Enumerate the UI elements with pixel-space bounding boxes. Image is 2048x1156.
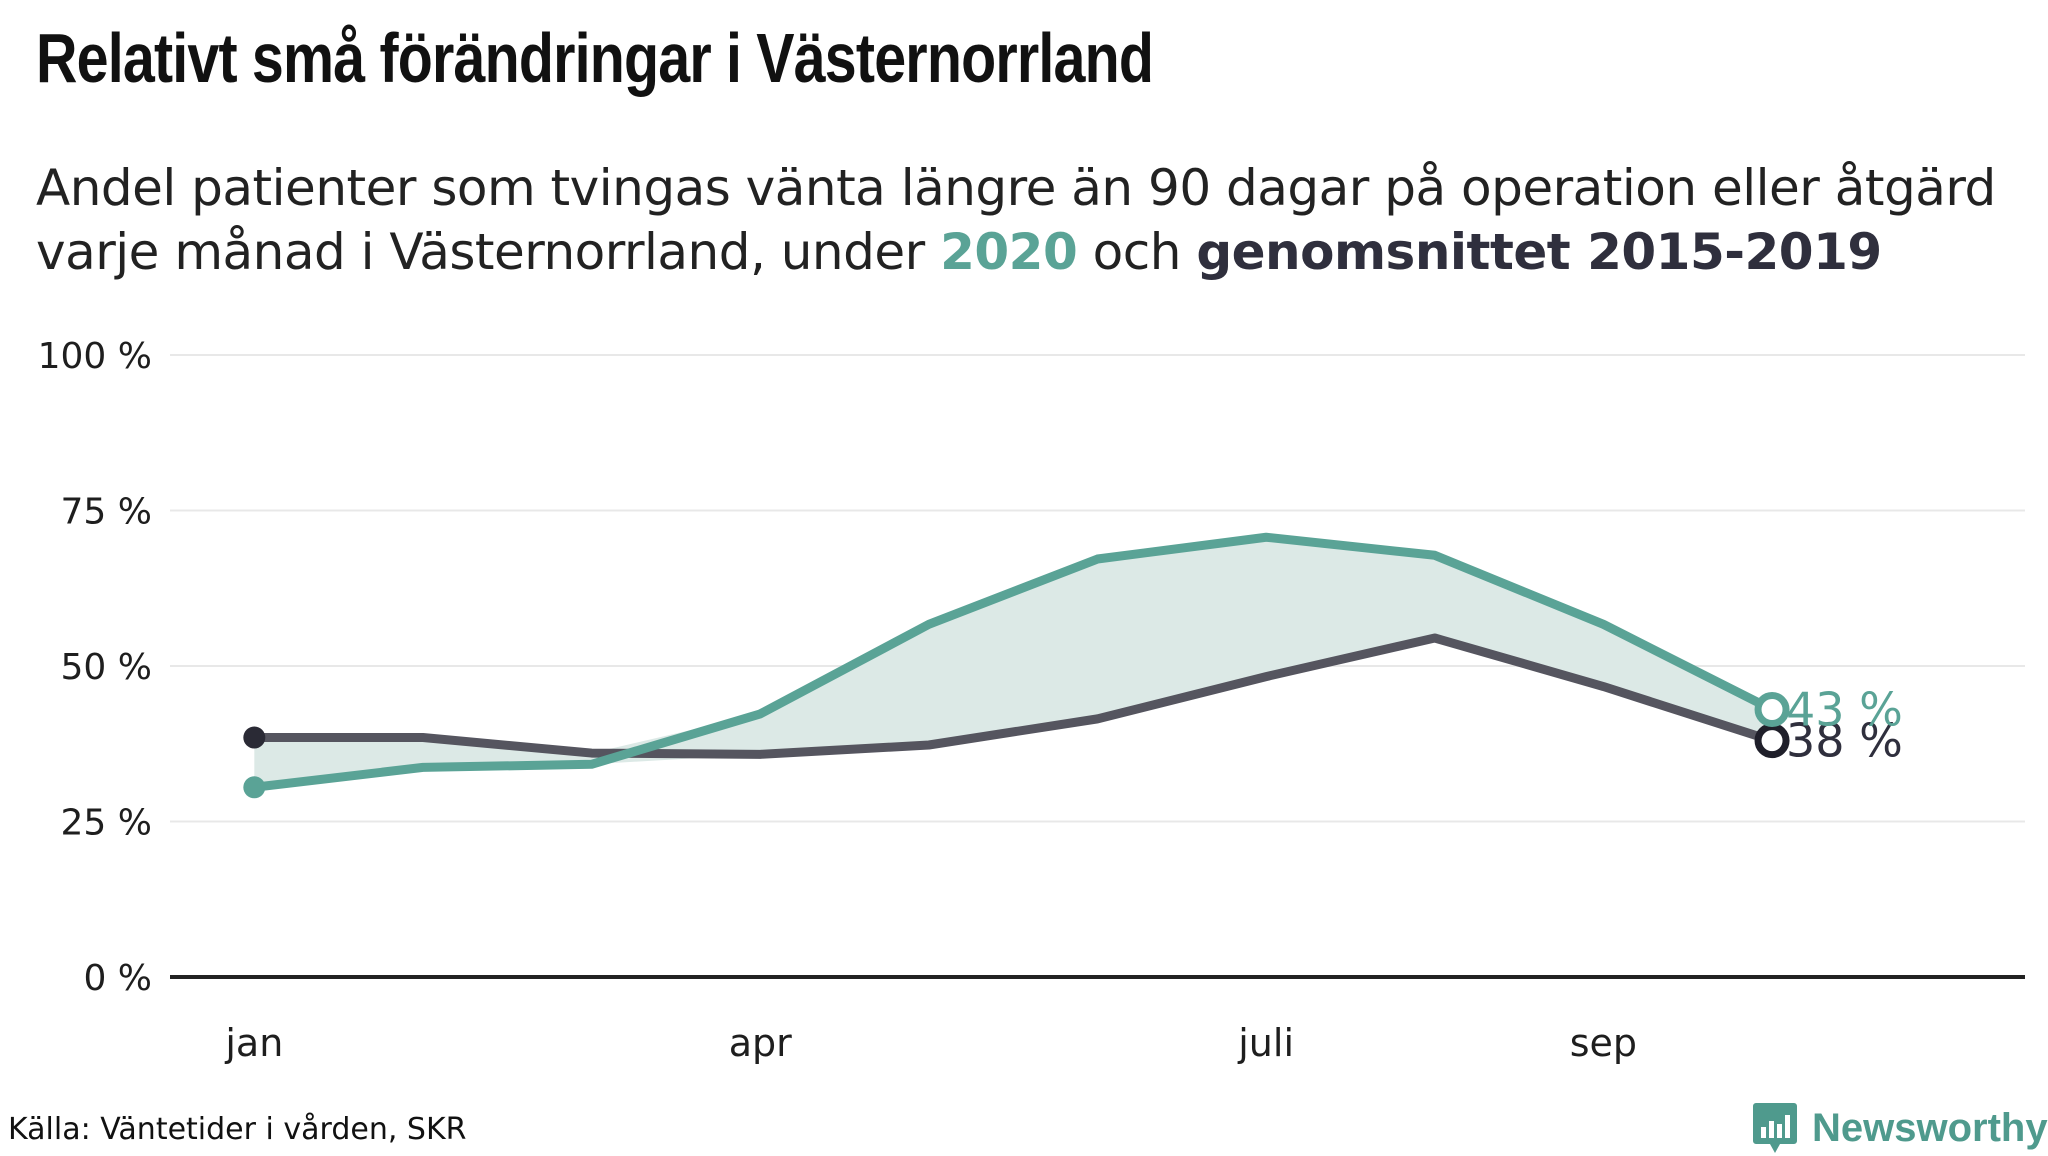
subtitle-line1: Andel patienter som tvingas vänta längre… xyxy=(36,159,1996,217)
x-tick-label-apr: apr xyxy=(729,1021,792,1065)
y-tick-label-50: 50 % xyxy=(61,647,152,688)
chart-subtitle: Andel patienter som tvingas vänta längre… xyxy=(36,156,2026,284)
newsworthy-logo: Newsworthy xyxy=(1752,1100,2048,1156)
y-tick-label-100: 100 % xyxy=(38,336,152,377)
series-line-2020-end-label: 43 % xyxy=(1786,683,1903,737)
x-tick-label-juli: juli xyxy=(1237,1021,1294,1065)
series-line-average-end-point xyxy=(1754,723,1790,759)
series-lines xyxy=(249,532,1777,792)
y-tick-label-75: 75 % xyxy=(61,492,152,533)
chart-title: Relativt små förändringar i Västernorrla… xyxy=(36,19,1154,97)
difference-band-area xyxy=(254,537,1773,788)
y-axis-tick-labels: 0 % 25 % 50 % 75 % 100 % xyxy=(38,336,152,999)
series-line-average-start-point xyxy=(243,726,266,749)
subtitle-highlight-average: genomsnittet 2015-2019 xyxy=(1196,223,1882,281)
series-line-2020 xyxy=(249,532,1777,792)
subtitle-line2-pre: varje månad i Västernorrland, under xyxy=(36,223,941,281)
subtitle-highlight-2020: 2020 xyxy=(940,223,1078,281)
series-line-2020-end-point xyxy=(1754,692,1790,728)
series-markers xyxy=(243,692,1790,799)
bar-chart-icon xyxy=(1753,1103,1797,1153)
y-tick-label-25: 25 % xyxy=(61,803,152,844)
line-chart: 0 % 25 % 50 % 75 % 100 % jan apr juli sep 38 %4… xyxy=(38,336,2025,1065)
x-axis-tick-labels: jan apr juli sep xyxy=(224,1021,1637,1065)
difference-band xyxy=(254,537,1773,788)
x-tick-label-jan: jan xyxy=(224,1021,283,1065)
x-tick-label-sep: sep xyxy=(1570,1021,1637,1065)
subtitle-line2-mid: och xyxy=(1077,223,1197,281)
y-tick-label-0: 0 % xyxy=(83,958,152,999)
series-end-labels: 38 %43 % xyxy=(1786,683,1903,768)
logo-text: Newsworthy xyxy=(1812,1105,2048,1150)
series-line-2020-start-point xyxy=(243,776,266,799)
series-line-average-end-label: 38 % xyxy=(1786,714,1903,768)
source-note: Källa: Väntetider i vården, SKR xyxy=(8,1112,467,1147)
series-line-average xyxy=(249,633,1777,759)
